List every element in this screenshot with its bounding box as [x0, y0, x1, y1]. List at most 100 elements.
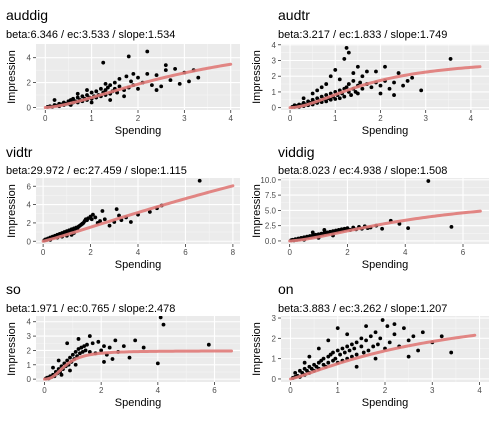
y-tick-label: 2: [27, 219, 32, 228]
data-point: [324, 82, 329, 86]
y-tick-label: 3: [272, 57, 277, 66]
data-point: [103, 81, 108, 86]
data-point: [365, 69, 369, 74]
data-point: [345, 226, 350, 231]
data-point: [307, 354, 312, 359]
x-tick-label: 0: [43, 114, 48, 123]
data-point: [108, 83, 113, 87]
data-point: [76, 337, 81, 341]
data-point: [401, 83, 405, 88]
data-layer: [288, 179, 482, 243]
y-axis-label: Impression: [6, 50, 18, 104]
data-point: [90, 341, 95, 346]
data-point: [117, 76, 122, 81]
data-point: [78, 351, 82, 356]
data-point: [93, 215, 98, 220]
x-tick-label: 2: [383, 386, 388, 395]
data-point: [85, 93, 89, 97]
data-point: [319, 94, 324, 99]
data-point: [326, 338, 331, 343]
data-point: [350, 342, 354, 347]
y-tick-label: 4: [27, 201, 32, 210]
x-tick-label: 4: [156, 386, 161, 395]
data-point: [76, 347, 81, 351]
data-point: [126, 54, 131, 59]
data-point: [361, 350, 366, 355]
data-point: [112, 80, 117, 85]
y-tick-label: 5.0: [265, 206, 277, 215]
chart-title: so: [6, 281, 21, 297]
x-tick-label: 2: [378, 114, 383, 123]
y-tick-label: 7.5: [265, 191, 277, 200]
data-point: [392, 332, 397, 337]
fit-curve: [43, 349, 233, 381]
data-point: [397, 221, 402, 226]
x-axis-label: Spending: [115, 125, 162, 137]
x-tick-label: 6: [183, 248, 188, 257]
data-point: [129, 79, 133, 84]
data-point: [197, 178, 202, 183]
data-point: [319, 85, 324, 90]
data-point: [114, 207, 119, 212]
data-point: [310, 97, 315, 102]
y-tick-label: 1: [272, 355, 277, 364]
data-point: [337, 96, 342, 101]
fit-curve: [288, 333, 477, 381]
chart-panel-audtr: audtr beta:3.217 / ec:1.833 / slope:1.749…: [251, 7, 489, 137]
data-point: [102, 360, 106, 364]
data-point: [89, 100, 94, 105]
data-point: [73, 349, 78, 354]
y-tick-label: 2.5: [265, 222, 277, 231]
data-point: [346, 82, 351, 86]
chart-title: auddig: [6, 7, 48, 23]
data-point: [405, 79, 410, 83]
data-point: [396, 71, 401, 75]
data-layer: [288, 318, 477, 381]
y-tick-label: 2: [272, 334, 277, 343]
data-point: [101, 60, 106, 65]
data-point: [155, 361, 160, 366]
data-point: [376, 342, 380, 347]
chart-subtitle: beta:3.883 / ec:3.262 / slope:1.207: [278, 303, 447, 315]
x-axis-label: Spending: [362, 397, 409, 409]
data-point: [75, 95, 80, 100]
data-point: [328, 97, 333, 102]
data-point: [196, 75, 201, 80]
data-point: [105, 85, 110, 90]
fit-curve: [43, 62, 233, 110]
data-point: [410, 75, 415, 80]
data-point: [145, 71, 150, 76]
y-tick-label: 4: [27, 318, 32, 327]
data-point: [173, 67, 177, 71]
data-point: [154, 88, 159, 92]
data-point: [333, 356, 338, 361]
chart-subtitle: beta:3.217 / ec:1.833 / slope:1.749: [278, 29, 447, 41]
data-point: [351, 79, 356, 83]
y-tick-label: 0: [27, 104, 32, 113]
y-tick-label: 4: [27, 54, 32, 63]
data-point: [380, 318, 385, 322]
data-point: [113, 338, 118, 343]
data-point: [168, 78, 173, 83]
x-tick-label: 2: [99, 386, 104, 395]
data-point: [326, 360, 331, 365]
data-point: [392, 322, 397, 327]
data-point: [177, 81, 182, 86]
data-point: [65, 341, 70, 346]
x-tick-label: 0: [41, 248, 46, 257]
data-point: [342, 94, 347, 99]
y-tick-label: 2: [272, 72, 277, 81]
data-point: [392, 93, 396, 97]
data-point: [136, 86, 140, 91]
data-point: [349, 93, 353, 97]
y-tick-label: 4: [272, 41, 277, 50]
data-point: [163, 63, 168, 68]
data-point: [127, 355, 132, 360]
y-tick-label: 6: [27, 182, 32, 191]
data-point: [387, 340, 392, 345]
data-point: [406, 338, 411, 343]
data-point: [406, 226, 411, 231]
x-axis-label: Spending: [362, 125, 409, 137]
data-point: [354, 352, 359, 357]
data-layer: [43, 49, 233, 110]
